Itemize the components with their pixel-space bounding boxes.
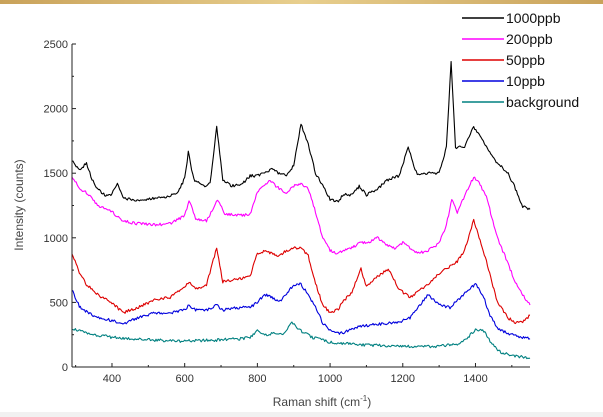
y-tick-label: 1000 (44, 233, 68, 245)
legend-label-200ppb: 200ppb (506, 31, 553, 47)
x-axis-title-main: Raman shift (cm (273, 395, 360, 409)
x-tick-label: 1400 (463, 373, 487, 385)
series-line-10ppb (71, 282, 531, 340)
y-tick-label: 2000 (44, 104, 68, 116)
legend-label-50ppb: 50ppb (506, 52, 545, 68)
x-tick-label: 1000 (318, 373, 342, 385)
x-axis-title-sup: -1 (360, 394, 368, 403)
legend-label-1000ppb: 1000ppb (506, 10, 561, 26)
y-tick-label: 2500 (44, 39, 68, 51)
x-tick-label: 400 (103, 373, 121, 385)
x-axis-title-tail: ) (367, 395, 371, 409)
series-line-1000ppb (71, 60, 531, 211)
top-border-strip (0, 0, 603, 4)
y-tick-label: 1500 (44, 168, 68, 180)
series-line-50ppb (71, 218, 531, 325)
legend: 1000ppb 200ppb 50ppb 10ppb background (462, 10, 579, 110)
axes-layer: 0 500 1000 1500 2000 2500 400 600 800 1000 1200 140… (44, 39, 530, 385)
series-line-200ppb (71, 176, 531, 306)
series-line-background (71, 321, 531, 360)
series-layer (71, 60, 531, 360)
x-tick-label: 800 (248, 373, 266, 385)
legend-label-10ppb: 10ppb (506, 73, 545, 89)
x-tick-label: 1200 (391, 373, 415, 385)
x-axis-title: Raman shift (cm-1) (273, 394, 371, 409)
y-tick-label: 0 (62, 362, 68, 374)
legend-label-background: background (506, 94, 579, 110)
y-axis-title: Intensity (counts) (12, 159, 26, 250)
y-tick-label: 500 (50, 297, 68, 309)
x-tick-label: 600 (176, 373, 194, 385)
